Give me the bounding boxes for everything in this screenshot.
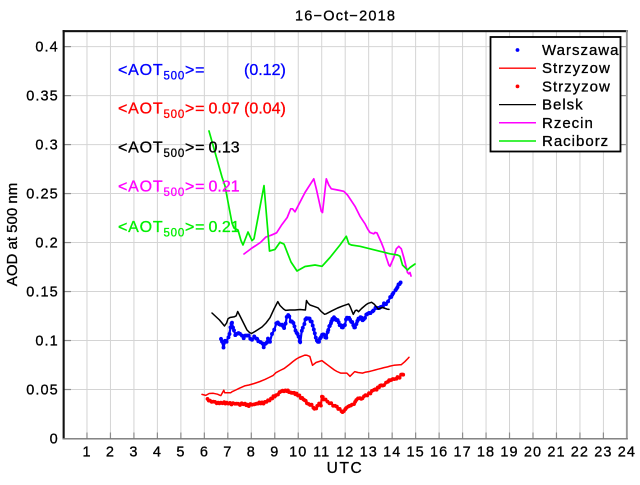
- svg-text:UTC: UTC: [327, 460, 364, 477]
- svg-text:11: 11: [313, 445, 330, 461]
- svg-text:0.05: 0.05: [26, 383, 58, 399]
- svg-text:13: 13: [360, 445, 378, 461]
- svg-text:AOD at 500 nm: AOD at 500 nm: [4, 183, 21, 286]
- svg-text:Strzyzow: Strzyzow: [542, 78, 611, 95]
- svg-text:Strzyzow: Strzyzow: [542, 60, 611, 77]
- svg-text:2: 2: [106, 445, 115, 461]
- svg-text:18: 18: [477, 445, 495, 461]
- svg-text:16: 16: [430, 445, 448, 461]
- svg-text:(0.12): (0.12): [244, 62, 286, 79]
- svg-text:3: 3: [129, 445, 138, 461]
- svg-text:17: 17: [453, 445, 471, 461]
- svg-text:0: 0: [50, 432, 59, 448]
- svg-text:Rzecin: Rzecin: [542, 115, 594, 132]
- svg-text:22: 22: [571, 445, 589, 461]
- svg-text:19: 19: [500, 445, 518, 461]
- svg-text:0.4: 0.4: [35, 40, 58, 56]
- svg-text:0.15: 0.15: [26, 285, 58, 301]
- svg-text:0.2: 0.2: [35, 236, 58, 252]
- svg-text:8: 8: [247, 445, 256, 461]
- svg-text:20: 20: [524, 445, 542, 461]
- svg-text:0.13: 0.13: [209, 140, 240, 157]
- svg-text:15: 15: [406, 445, 424, 461]
- svg-text:5: 5: [176, 445, 185, 461]
- svg-text:23: 23: [594, 445, 612, 461]
- svg-text:9: 9: [270, 445, 279, 461]
- svg-text:10: 10: [289, 445, 307, 461]
- svg-text:0.07 (0.04): 0.07 (0.04): [209, 101, 286, 118]
- svg-text:Warszawa: Warszawa: [542, 42, 619, 59]
- svg-text:24: 24: [618, 445, 636, 461]
- svg-text:6: 6: [200, 445, 209, 461]
- svg-text:4: 4: [153, 445, 162, 461]
- svg-text:Raciborz: Raciborz: [542, 133, 609, 150]
- svg-text:0.21: 0.21: [209, 179, 240, 196]
- svg-text:0.25: 0.25: [26, 187, 58, 203]
- svg-text:1: 1: [82, 445, 91, 461]
- svg-text:0.3: 0.3: [35, 138, 58, 154]
- svg-text:16−Oct−2018: 16−Oct−2018: [295, 9, 396, 25]
- svg-text:0.1: 0.1: [35, 334, 58, 350]
- svg-text:0.35: 0.35: [26, 89, 58, 105]
- svg-text:21: 21: [547, 445, 565, 461]
- svg-text:14: 14: [383, 445, 401, 461]
- svg-text:12: 12: [336, 445, 354, 461]
- svg-text:Belsk: Belsk: [542, 97, 584, 114]
- svg-text:7: 7: [223, 445, 232, 461]
- svg-text:0.21: 0.21: [209, 219, 240, 236]
